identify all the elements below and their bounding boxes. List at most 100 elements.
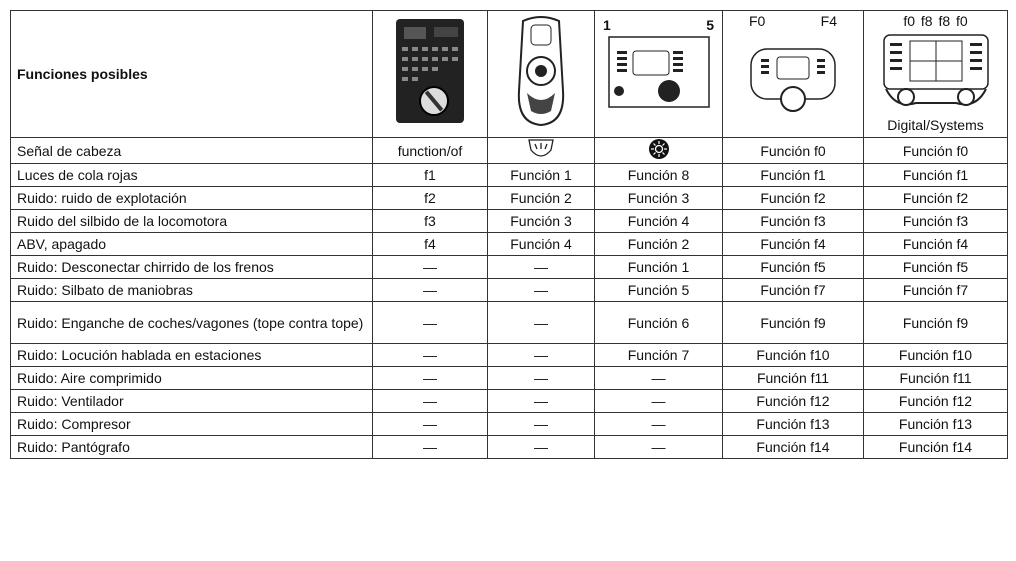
function-cell: Función f11 [863, 366, 1008, 390]
function-cell: — [487, 301, 595, 344]
table-row: Ruido: Enganche de coches/vagones (tope … [10, 301, 1008, 344]
function-name: Ruido: Aire comprimido [10, 366, 373, 390]
function-cell: Función 1 [594, 255, 723, 279]
function-cell: Función f0 [722, 137, 864, 164]
function-cell: — [487, 255, 595, 279]
device-label: 1 [603, 17, 611, 33]
function-cell: Función f2 [863, 186, 1008, 210]
icon [648, 139, 669, 159]
table-row: Ruido del silbido de la locomotora f3 Func… [10, 209, 1008, 233]
function-cell: — [372, 343, 488, 367]
function-cell: Función f7 [863, 278, 1008, 302]
function-cell: Función f5 [863, 255, 1008, 279]
function-cell: Función 8 [594, 163, 723, 187]
function-cell: — [594, 366, 723, 390]
function-cell: Función f0 [863, 137, 1008, 164]
function-cell: f3 [372, 209, 488, 233]
table-row: Ruido: Silbato de maniobras — — Función 5 Fu… [10, 278, 1008, 302]
function-cell: Función 7 [594, 343, 723, 367]
device-label: F4 [820, 13, 837, 29]
table-row: Ruido: ruido de explotación f2 Función 2 Fu… [10, 186, 1008, 210]
function-cell: Función f3 [722, 209, 864, 233]
function-icon [594, 137, 723, 164]
function-cell: — [372, 389, 488, 413]
function-name: Ruido: Compresor [10, 412, 373, 436]
function-cell: Función f14 [863, 435, 1008, 459]
function-cell: Función f13 [722, 412, 864, 436]
function-cell: Función 5 [594, 278, 723, 302]
table-row: ABV, apagado f4 Función 4 Función 2 Función … [10, 232, 1008, 256]
function-cell: Función 3 [594, 186, 723, 210]
function-cell: Función f10 [722, 343, 864, 367]
function-cell: — [372, 301, 488, 344]
function-cell: — [487, 366, 595, 390]
function-name: Ruido: Ventilador [10, 389, 373, 413]
function-name: Ruido: ruido de explotación [10, 186, 373, 210]
function-cell: Función 6 [594, 301, 723, 344]
function-icon [487, 137, 595, 164]
device-label: F0 [749, 13, 766, 29]
function-cell: Función 1 [487, 163, 595, 187]
device-mobile-station: 1 5 [594, 10, 723, 138]
table-row: Ruido: Aire comprimido — — — Función f11 Func… [10, 366, 1008, 390]
function-cell: Función 2 [487, 186, 595, 210]
function-cell: Función f9 [863, 301, 1008, 344]
function-cell: — [594, 412, 723, 436]
table-row: Ruido: Ventilador — — — Función f12 Función f… [10, 389, 1008, 413]
function-name: Ruido: Locución hablada en estaciones [10, 343, 373, 367]
function-cell: Función f1 [722, 163, 864, 187]
function-name: ABV, apagado [10, 232, 373, 256]
function-cell: — [372, 366, 488, 390]
device-central-unit [372, 10, 488, 138]
function-cell: Función f3 [863, 209, 1008, 233]
function-cell: Función 3 [487, 209, 595, 233]
function-cell: f1 [372, 163, 488, 187]
function-cell: Función 4 [594, 209, 723, 233]
device-handheld [487, 10, 595, 138]
device-digital-systems: f0 f8 f8 f0 Digital/Systems [863, 10, 1008, 138]
function-name: Ruido: Silbato de maniobras [10, 278, 373, 302]
function-name: Luces de cola rojas [10, 163, 373, 187]
function-cell: Función f5 [722, 255, 864, 279]
device-label: Digital/Systems [887, 117, 984, 133]
function-cell: — [372, 255, 488, 279]
function-cell: — [487, 389, 595, 413]
function-cell: — [372, 412, 488, 436]
table-row: Señal de cabeza function/of Función f0 Func… [10, 137, 1008, 164]
function-name: Ruido: Enganche de coches/vagones (tope … [10, 301, 373, 344]
function-name: Ruido del silbido de la locomotora [10, 209, 373, 233]
function-cell: f2 [372, 186, 488, 210]
function-cell: Función f7 [722, 278, 864, 302]
function-cell: Función f1 [863, 163, 1008, 187]
function-cell: f4 [372, 232, 488, 256]
device-label: f0 f8 f8 f0 [903, 13, 968, 29]
function-cell: Función f2 [722, 186, 864, 210]
function-cell: Función f13 [863, 412, 1008, 436]
function-cell: Función f11 [722, 366, 864, 390]
icon [528, 139, 554, 157]
function-cell: — [594, 389, 723, 413]
function-cell: — [372, 278, 488, 302]
function-name: Señal de cabeza [10, 137, 373, 164]
function-cell: function/of [372, 137, 488, 164]
function-cell: Función f9 [722, 301, 864, 344]
function-cell: Función f14 [722, 435, 864, 459]
function-cell: Función f4 [863, 232, 1008, 256]
function-cell: Función f10 [863, 343, 1008, 367]
function-cell: — [487, 412, 595, 436]
device-label: 5 [706, 17, 714, 33]
header-title: Funciones posibles [10, 10, 373, 138]
function-cell: — [372, 435, 488, 459]
device-mobile-station-2: F0 F4 [722, 10, 864, 138]
function-cell: — [487, 435, 595, 459]
header-row: Funciones posibles 1 5 F0 F4 f0 f8 f8 f0… [10, 10, 1008, 138]
table-row: Ruido: Locución hablada en estaciones — — F… [10, 343, 1008, 367]
function-cell: Función f12 [722, 389, 864, 413]
table-row: Ruido: Desconectar chirrido de los freno… [10, 255, 1008, 279]
function-cell: — [487, 343, 595, 367]
function-cell: — [594, 435, 723, 459]
function-cell: Función 4 [487, 232, 595, 256]
function-cell: Función 2 [594, 232, 723, 256]
